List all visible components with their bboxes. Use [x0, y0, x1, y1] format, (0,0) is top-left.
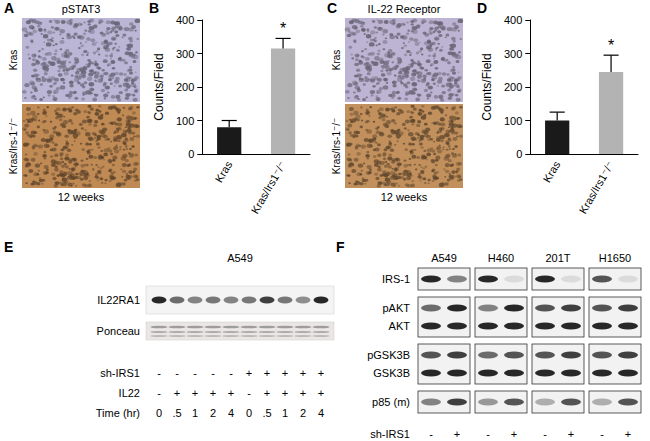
- svg-text:-: -: [486, 428, 490, 440]
- svg-text:-: -: [157, 387, 161, 399]
- svg-text:0: 0: [516, 148, 522, 160]
- svg-text:200: 200: [504, 81, 522, 93]
- svg-text:100: 100: [504, 115, 522, 127]
- svg-text:pSTAT3: pSTAT3: [62, 3, 101, 15]
- svg-text:+: +: [282, 387, 288, 399]
- svg-text:A549: A549: [431, 252, 457, 264]
- svg-text:+: +: [192, 387, 198, 399]
- svg-text:-: -: [229, 367, 233, 379]
- svg-text:4: 4: [318, 407, 324, 419]
- svg-text:sh-IRS1: sh-IRS1: [370, 428, 410, 440]
- svg-text:-: -: [175, 367, 179, 379]
- svg-text:.5: .5: [262, 407, 271, 419]
- svg-text:+: +: [625, 428, 631, 440]
- svg-text:Counts/Field: Counts/Field: [480, 53, 494, 120]
- svg-text:0: 0: [188, 148, 194, 160]
- svg-text:Counts/Field: Counts/Field: [152, 53, 166, 120]
- svg-text:IL22: IL22: [119, 387, 140, 399]
- svg-text:400: 400: [176, 14, 194, 26]
- svg-text:0: 0: [246, 407, 252, 419]
- svg-text:+: +: [246, 367, 252, 379]
- svg-text:+: +: [300, 367, 306, 379]
- svg-text:2: 2: [300, 407, 306, 419]
- svg-text:+: +: [568, 428, 574, 440]
- svg-text:Kras/Irs-1⁻/⁻: Kras/Irs-1⁻/⁻: [8, 118, 19, 175]
- svg-text:-: -: [543, 428, 547, 440]
- svg-text:Kras/Irs-1⁻/⁻: Kras/Irs-1⁻/⁻: [331, 118, 342, 175]
- svg-text:pGSK3B: pGSK3B: [367, 349, 410, 361]
- svg-text:C: C: [327, 0, 337, 16]
- svg-text:300: 300: [176, 48, 194, 60]
- svg-text:Ponceau: Ponceau: [97, 325, 140, 337]
- svg-text:1: 1: [192, 407, 198, 419]
- svg-text:-: -: [211, 367, 215, 379]
- svg-text:+: +: [264, 387, 270, 399]
- svg-text:+: +: [454, 428, 460, 440]
- svg-text:A549: A549: [227, 252, 253, 264]
- html-text:D: D: [477, 0, 488, 16]
- svg-text:300: 300: [504, 48, 522, 60]
- svg-text:IL-22 Receptor: IL-22 Receptor: [368, 3, 441, 15]
- svg-text:A: A: [4, 0, 14, 16]
- svg-text:F: F: [336, 239, 345, 255]
- svg-text:Kras: Kras: [8, 50, 19, 71]
- svg-text:400: 400: [504, 14, 522, 26]
- svg-text:H460: H460: [488, 252, 514, 264]
- svg-text:*: *: [280, 20, 286, 37]
- svg-text:-: -: [193, 367, 197, 379]
- svg-text:Kras: Kras: [213, 159, 235, 185]
- svg-text:.5: .5: [172, 407, 181, 419]
- svg-text:+: +: [511, 428, 517, 440]
- svg-text:+: +: [300, 387, 306, 399]
- svg-text:2: 2: [210, 407, 216, 419]
- svg-text:0: 0: [156, 407, 162, 419]
- svg-text:Kras/Irs1⁻/⁻: Kras/Irs1⁻/⁻: [249, 159, 289, 216]
- svg-text:201T: 201T: [545, 252, 570, 264]
- svg-text:p85 (m): p85 (m): [372, 396, 410, 408]
- svg-text:+: +: [318, 387, 324, 399]
- svg-text:1: 1: [282, 407, 288, 419]
- svg-text:+: +: [264, 367, 270, 379]
- svg-text:H1650: H1650: [599, 252, 631, 264]
- svg-text:-: -: [157, 367, 161, 379]
- svg-text:-: -: [429, 428, 433, 440]
- svg-text:sh-IRS1: sh-IRS1: [100, 367, 140, 379]
- svg-text:-: -: [247, 387, 251, 399]
- svg-text:AKT: AKT: [389, 320, 411, 332]
- svg-text:+: +: [228, 387, 234, 399]
- svg-text:4: 4: [228, 407, 234, 419]
- svg-text:+: +: [210, 387, 216, 399]
- svg-text:12 weeks: 12 weeks: [58, 191, 105, 203]
- svg-text:Kras: Kras: [541, 159, 563, 185]
- html-text:B: B: [149, 0, 160, 16]
- svg-text:+: +: [318, 367, 324, 379]
- svg-text:200: 200: [176, 81, 194, 93]
- svg-text:+: +: [174, 387, 180, 399]
- svg-text:Kras: Kras: [331, 50, 342, 71]
- svg-text:*: *: [608, 37, 614, 54]
- svg-text:Time (hr): Time (hr): [96, 407, 140, 419]
- svg-text:IL22RA1: IL22RA1: [97, 294, 140, 306]
- svg-text:GSK3B: GSK3B: [373, 367, 410, 379]
- svg-text:-: -: [600, 428, 604, 440]
- svg-text:+: +: [282, 367, 288, 379]
- svg-text:IRS-1: IRS-1: [382, 273, 410, 285]
- svg-text:Kras/Irs1⁻/⁻: Kras/Irs1⁻/⁻: [577, 159, 617, 216]
- svg-text:100: 100: [176, 115, 194, 127]
- svg-text:pAKT: pAKT: [382, 302, 410, 314]
- svg-text:E: E: [4, 239, 13, 255]
- svg-text:12 weeks: 12 weeks: [381, 191, 428, 203]
